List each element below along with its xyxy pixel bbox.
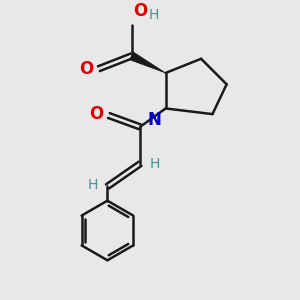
- Text: H: H: [88, 178, 98, 192]
- Text: O: O: [80, 60, 94, 78]
- Text: O: O: [89, 105, 104, 123]
- Text: H: H: [149, 157, 160, 171]
- Text: H: H: [148, 8, 159, 22]
- Text: N: N: [148, 111, 161, 129]
- Text: O: O: [133, 2, 147, 20]
- Polygon shape: [130, 52, 166, 73]
